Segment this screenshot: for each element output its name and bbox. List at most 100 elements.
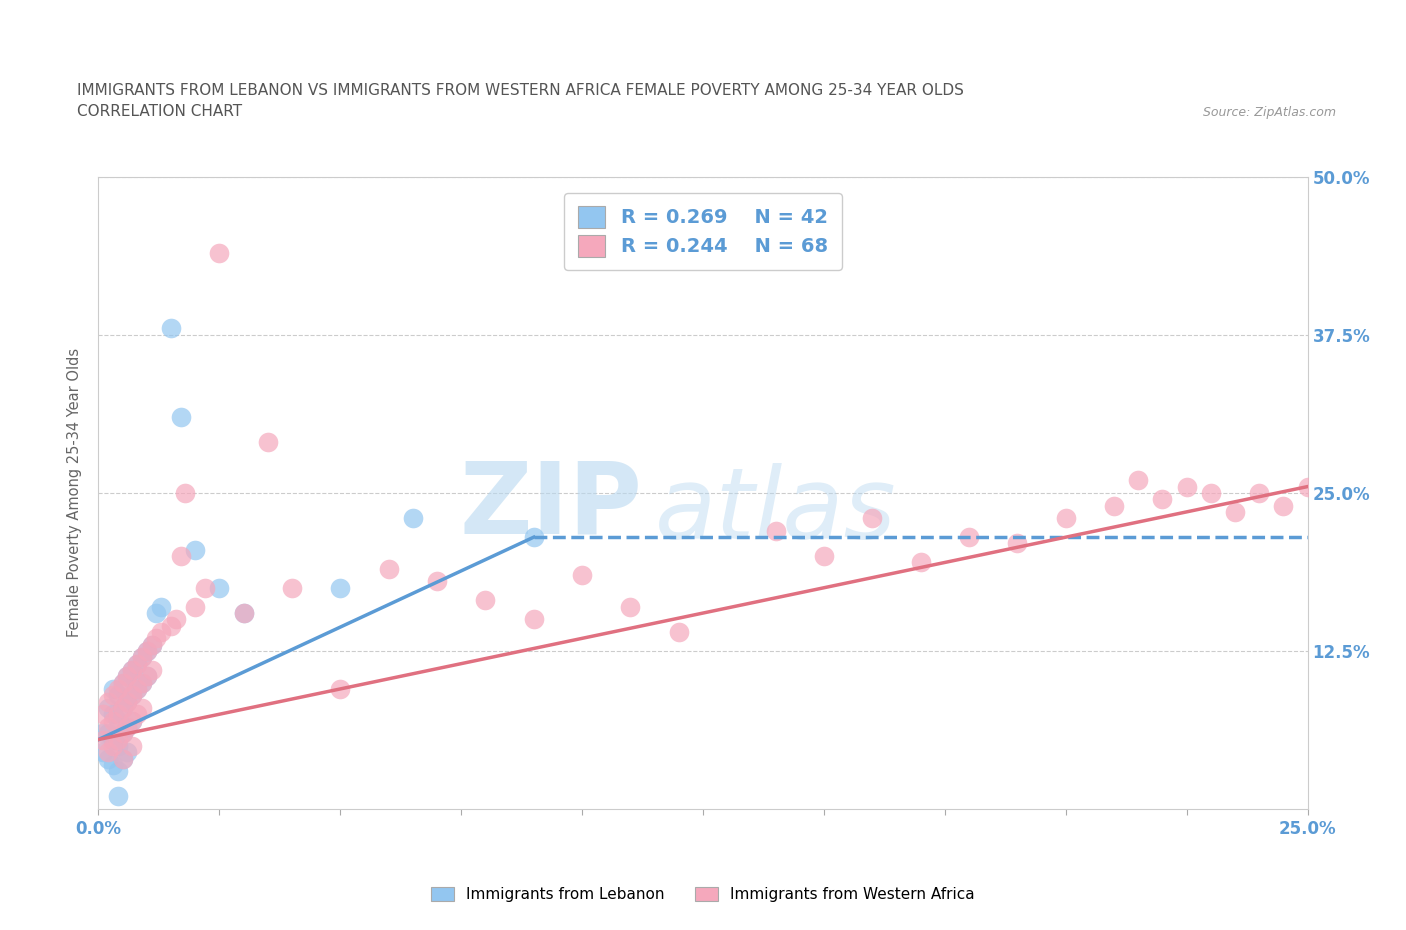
Point — [1272, 498, 1295, 513]
Point — [117, 745, 139, 760]
Point — [160, 321, 183, 336]
Point — [150, 599, 173, 614]
Point — [121, 688, 143, 703]
Point — [111, 751, 134, 766]
Point — [668, 625, 690, 640]
Point — [127, 682, 149, 697]
Point — [117, 720, 139, 735]
Point — [329, 580, 352, 595]
Point — [101, 738, 124, 753]
Point — [1199, 485, 1222, 500]
Point — [135, 644, 157, 658]
Point — [194, 580, 217, 595]
Point — [121, 713, 143, 728]
Legend: R = 0.269    N = 42, R = 0.244    N = 68: R = 0.269 N = 42, R = 0.244 N = 68 — [564, 193, 842, 270]
Point — [329, 682, 352, 697]
Point — [184, 542, 207, 557]
Point — [107, 789, 129, 804]
Point — [111, 700, 134, 715]
Point — [111, 675, 134, 690]
Point — [131, 650, 153, 665]
Point — [97, 720, 120, 735]
Point — [165, 612, 187, 627]
Point — [117, 720, 139, 735]
Point — [150, 625, 173, 640]
Point — [1128, 472, 1150, 487]
Point — [111, 725, 134, 740]
Point — [184, 599, 207, 614]
Point — [121, 662, 143, 677]
Point — [107, 707, 129, 722]
Text: CORRELATION CHART: CORRELATION CHART — [77, 104, 242, 119]
Point — [141, 637, 163, 652]
Point — [121, 688, 143, 703]
Point — [256, 435, 278, 450]
Point — [107, 738, 129, 753]
Point — [127, 707, 149, 722]
Point — [523, 530, 546, 545]
Y-axis label: Female Poverty Among 25-34 Year Olds: Female Poverty Among 25-34 Year Olds — [67, 349, 83, 637]
Point — [145, 631, 167, 645]
Point — [97, 745, 120, 760]
Point — [97, 694, 120, 709]
Point — [101, 682, 124, 697]
Point — [127, 657, 149, 671]
Point — [107, 682, 129, 697]
Point — [169, 409, 191, 424]
Point — [1249, 485, 1271, 500]
Legend: Immigrants from Lebanon, Immigrants from Western Africa: Immigrants from Lebanon, Immigrants from… — [425, 881, 981, 909]
Point — [910, 555, 932, 570]
Point — [141, 637, 163, 652]
Point — [107, 688, 129, 703]
Point — [127, 682, 149, 697]
Point — [135, 644, 157, 658]
Point — [135, 669, 157, 684]
Point — [131, 675, 153, 690]
Point — [107, 764, 129, 778]
Point — [101, 707, 124, 722]
Point — [160, 618, 183, 633]
Point — [111, 675, 134, 690]
Point — [208, 246, 231, 260]
Point — [121, 738, 143, 753]
Text: ZIP: ZIP — [460, 457, 643, 554]
Point — [111, 725, 134, 740]
Point — [107, 713, 129, 728]
Point — [117, 694, 139, 709]
Point — [131, 675, 153, 690]
Point — [957, 530, 980, 545]
Point — [141, 662, 163, 677]
Point — [127, 657, 149, 671]
Point — [1175, 479, 1198, 494]
Point — [174, 485, 197, 500]
Point — [208, 580, 231, 595]
Point — [619, 599, 641, 614]
Point — [121, 662, 143, 677]
Point — [232, 605, 254, 620]
Point — [111, 700, 134, 715]
Point — [232, 605, 254, 620]
Point — [91, 732, 114, 747]
Point — [117, 694, 139, 709]
Point — [1054, 511, 1077, 525]
Point — [145, 605, 167, 620]
Point — [101, 732, 124, 747]
Point — [571, 567, 593, 582]
Point — [426, 574, 449, 589]
Point — [121, 713, 143, 728]
Point — [1007, 536, 1029, 551]
Point — [765, 524, 787, 538]
Point — [97, 700, 120, 715]
Point — [281, 580, 304, 595]
Point — [97, 725, 120, 740]
Point — [523, 612, 546, 627]
Text: IMMIGRANTS FROM LEBANON VS IMMIGRANTS FROM WESTERN AFRICA FEMALE POVERTY AMONG 2: IMMIGRANTS FROM LEBANON VS IMMIGRANTS FR… — [77, 83, 965, 98]
Point — [1152, 492, 1174, 507]
Point — [1223, 504, 1246, 519]
Point — [101, 757, 124, 772]
Point — [860, 511, 883, 525]
Point — [117, 669, 139, 684]
Point — [91, 725, 114, 740]
Point — [101, 688, 124, 703]
Point — [813, 549, 835, 564]
